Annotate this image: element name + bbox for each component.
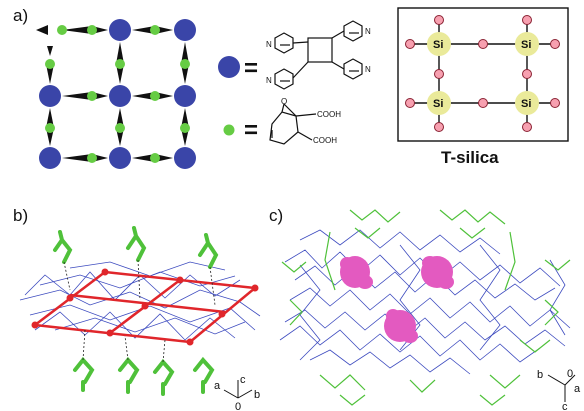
- schematic-grid: [36, 19, 196, 169]
- panel-c-axis-c: c: [562, 401, 568, 411]
- blue-metal-nodes: [39, 19, 196, 169]
- panel-b-green-molecules-bottom: [73, 356, 215, 396]
- panel-a-label: a): [13, 6, 29, 25]
- panel-c-label: c): [269, 206, 284, 225]
- blue-node-equals: =: [244, 55, 259, 82]
- panel-c-green-wires: [281, 209, 571, 406]
- green-node-equals: =: [244, 117, 259, 144]
- panel-b-wire-mesh: [19, 261, 261, 341]
- panel-c-axis-origin: 0: [567, 368, 573, 380]
- panel-c-axes: [547, 374, 576, 402]
- panel-c-structure: [279, 209, 571, 406]
- panel-c-axis-a: a: [574, 383, 581, 395]
- si-atom-4: Si: [521, 98, 531, 110]
- legend-blue-node: [218, 56, 240, 78]
- panel-c-pores: [340, 256, 454, 343]
- panel-b-axis-c: c: [240, 374, 246, 386]
- bridge-oxygen: O: [281, 97, 287, 106]
- pyridyl-n-1: N: [266, 40, 272, 49]
- panel-c-blue-wires: [279, 229, 571, 375]
- green-linker-nodes: [45, 25, 190, 163]
- pyridyl-n-4: N: [365, 65, 371, 74]
- red-framework-nodes: [31, 268, 259, 346]
- pyridyl-n-3: N: [266, 76, 272, 85]
- cooh-bottom-label: COOH: [313, 136, 337, 145]
- si-atom-1: Si: [433, 39, 443, 51]
- si-atom-2: Si: [521, 39, 531, 51]
- legend-green-node: [223, 124, 235, 136]
- panel-b-axes: [223, 380, 253, 399]
- panel-b-axis-a: a: [214, 380, 221, 392]
- tetrapyridyl-structure: [274, 20, 363, 90]
- tsilica-caption: T-silica: [441, 148, 499, 167]
- pyridyl-n-2: N: [365, 27, 371, 36]
- tsilica-diagram: [397, 7, 569, 142]
- si-atom-3: Si: [433, 98, 443, 110]
- cooh-top-label: COOH: [317, 110, 341, 119]
- panel-b-label: b): [13, 206, 29, 225]
- panel-b-axis-b: b: [254, 389, 260, 401]
- oxabicyclo-structure: [269, 103, 317, 145]
- panel-b-axis-origin: 0: [235, 401, 241, 411]
- panel-c-axis-b: b: [537, 369, 543, 381]
- panel-b-structure: [19, 226, 261, 396]
- panel-b-green-molecules-top: [53, 226, 219, 269]
- panel-b-hbonds: [63, 259, 216, 363]
